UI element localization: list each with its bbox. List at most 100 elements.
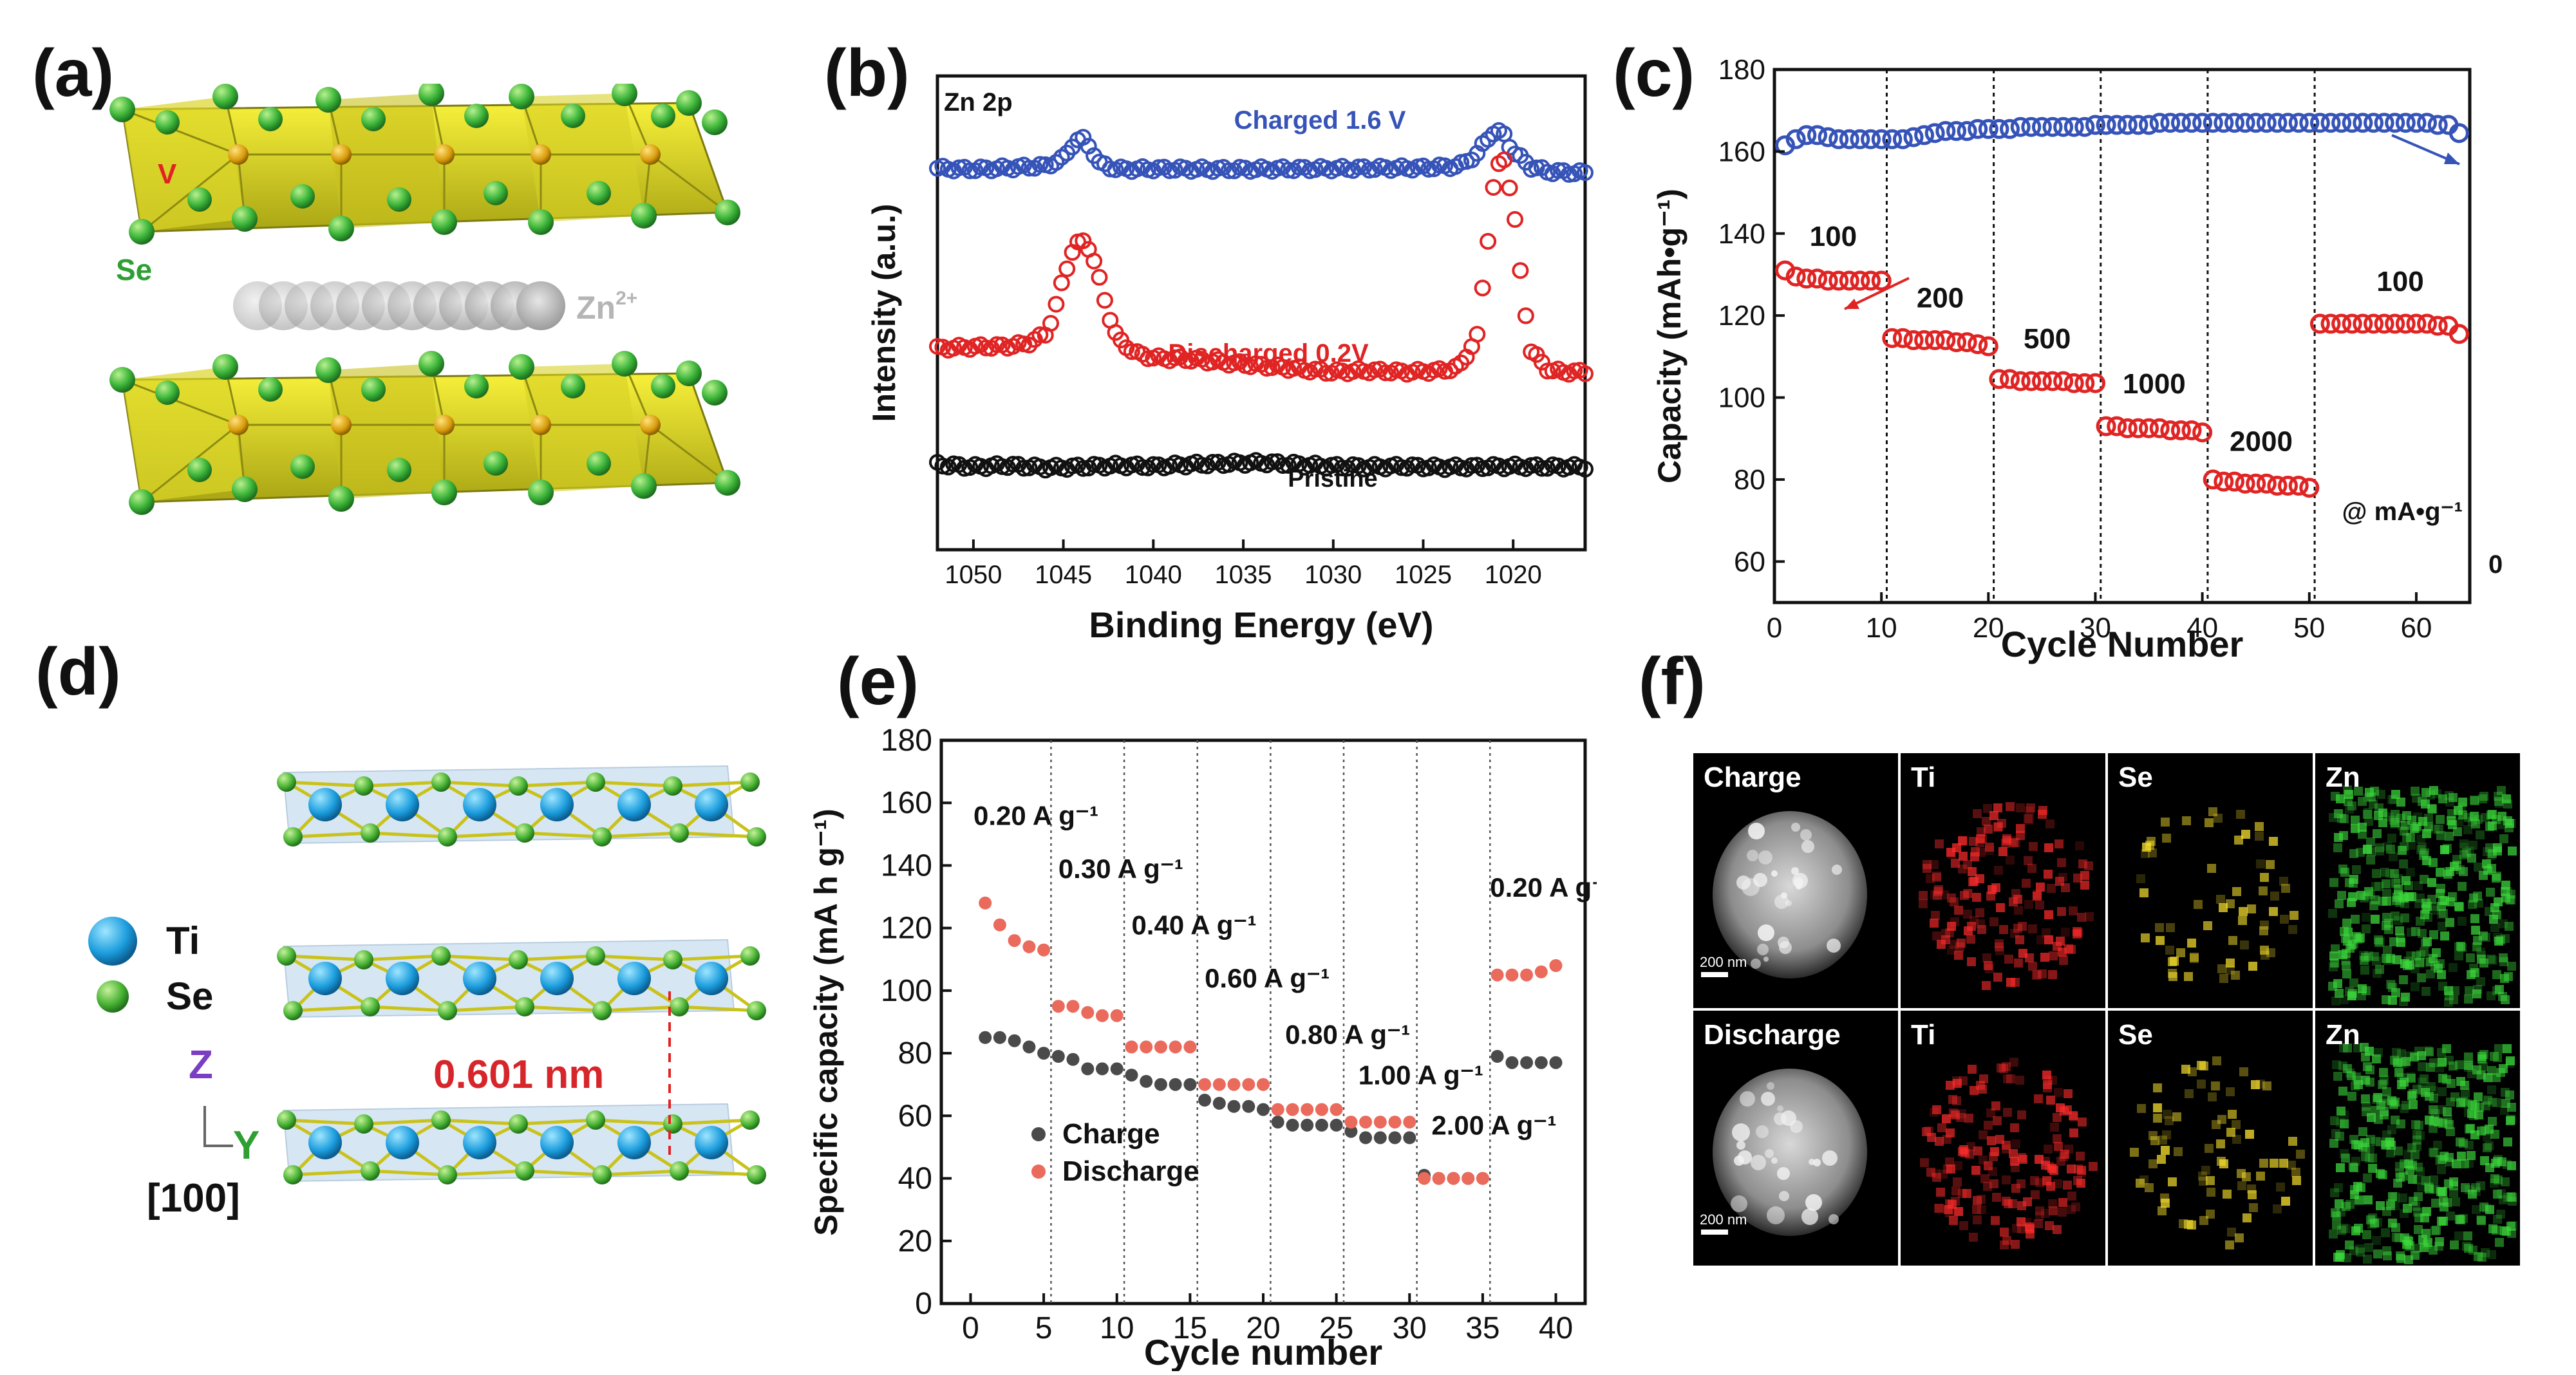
data-point <box>1566 362 1583 380</box>
element-pixel <box>2465 986 2474 995</box>
eds-tile-zn: Zn <box>2315 1011 2520 1266</box>
element-pixel <box>2219 903 2228 912</box>
element-pixel <box>2370 952 2379 961</box>
element-pixel <box>2343 937 2352 946</box>
data-point <box>1315 1103 1328 1116</box>
data-point <box>1257 1078 1270 1091</box>
element-pixel <box>2503 887 2512 896</box>
element-pixel <box>1989 917 1998 926</box>
element-pixel <box>2276 1183 2285 1192</box>
element-pixel <box>2383 842 2392 851</box>
data-point <box>1075 129 1092 146</box>
data-point <box>2053 117 2074 137</box>
se-atom <box>515 1161 534 1181</box>
data-point <box>1501 179 1518 196</box>
element-pixel <box>2084 861 2093 870</box>
element-pixel <box>2361 1052 2370 1062</box>
element-pixel <box>2506 1115 2515 1124</box>
element-pixel <box>1993 823 2002 832</box>
element-pixel <box>2371 1106 2380 1115</box>
element-pixel <box>2387 834 2396 843</box>
element-pixel <box>2362 1230 2371 1239</box>
element-pixel <box>1979 1130 1988 1139</box>
data-point <box>1263 453 1281 471</box>
zn-label: Zn2+ <box>576 288 637 326</box>
rate-label: 1000 <box>2123 368 2186 400</box>
element-pixel <box>2371 1137 2380 1146</box>
data-point <box>2320 113 2341 133</box>
element-pixel <box>1979 1074 1988 1083</box>
data-point <box>1528 159 1545 176</box>
data-point <box>2427 315 2448 336</box>
ti-atom <box>308 788 342 821</box>
element-pixel <box>2226 899 2235 908</box>
bright-spot <box>1801 1208 1818 1225</box>
element-pixel <box>2412 1136 2421 1145</box>
panel-label-c: (c) <box>1613 36 1695 111</box>
element-pixel <box>1963 860 1972 869</box>
data-point <box>1946 332 1966 353</box>
plot-frame <box>935 74 1587 552</box>
se-legend-label: Se <box>166 975 213 1018</box>
element-pixel <box>2136 1179 2145 1188</box>
element-pixel <box>2420 1074 2429 1083</box>
element-pixel <box>1934 885 1943 894</box>
extra-tick-label: 0 <box>2488 550 2503 579</box>
element-pixel <box>2368 1164 2377 1173</box>
data-point <box>1882 328 1903 348</box>
element-pixel <box>1982 817 1991 826</box>
element-pixel <box>2432 1226 2441 1235</box>
element-pixel <box>2477 1071 2486 1080</box>
element-pixel <box>2427 895 2436 904</box>
element-pixel <box>2385 1138 2394 1147</box>
element-pixel <box>2190 954 2199 963</box>
rate-label: 0.20 A g⁻¹ <box>1490 872 1597 903</box>
element-pixel <box>1963 889 1972 898</box>
element-pixel <box>1988 885 1997 894</box>
element-pixel <box>2404 1159 2413 1168</box>
data-point <box>2096 416 2116 436</box>
element-pixel <box>2251 1080 2260 1089</box>
element-pixel <box>2067 1165 2076 1174</box>
element-pixel <box>1994 822 2003 831</box>
data-point <box>1301 1118 1314 1132</box>
element-pixel <box>2438 1087 2447 1096</box>
element-pixel <box>2474 863 2483 872</box>
element-pixel <box>2361 1143 2370 1152</box>
element-pixel <box>1978 1085 1987 1094</box>
element-pixel <box>2452 855 2461 864</box>
data-point <box>1330 1118 1343 1132</box>
element-pixel <box>2006 856 2015 865</box>
element-pixel <box>2425 1116 2434 1125</box>
element-pixel <box>2459 843 2468 852</box>
element-pixel <box>2463 825 2472 834</box>
rate-label: 0.30 A g⁻¹ <box>1058 854 1183 884</box>
element-pixel <box>1967 922 1976 931</box>
element-pixel <box>2382 913 2391 922</box>
element-pixel <box>2238 916 2247 925</box>
element-pixel <box>2162 1130 2171 1139</box>
element-pixel <box>1977 827 1986 836</box>
bright-spot <box>1761 1092 1775 1106</box>
element-pixel <box>2492 970 2501 979</box>
element-pixel <box>2049 1166 2058 1175</box>
y-tick-label: 180 <box>1718 54 1765 86</box>
element-pixel <box>1987 1136 1996 1145</box>
element-pixel <box>2080 871 2089 880</box>
element-pixel <box>1982 981 1991 990</box>
bright-spot <box>1757 944 1769 955</box>
element-pixel <box>2429 786 2438 795</box>
element-pixel <box>1931 1169 1940 1178</box>
data-point <box>1020 160 1038 177</box>
element-pixel <box>2452 861 2461 870</box>
y-tick-label: 20 <box>898 1224 932 1258</box>
element-pixel <box>2329 1139 2338 1148</box>
element-pixel <box>2045 819 2054 828</box>
corner-label: Zn 2p <box>944 88 1013 117</box>
plot-frame <box>1772 68 2472 604</box>
element-pixel <box>1934 1204 1943 1213</box>
se-atom <box>670 1161 689 1181</box>
data-point <box>1577 365 1594 382</box>
bright-spot <box>1767 1082 1774 1090</box>
element-pixel <box>2358 797 2367 806</box>
